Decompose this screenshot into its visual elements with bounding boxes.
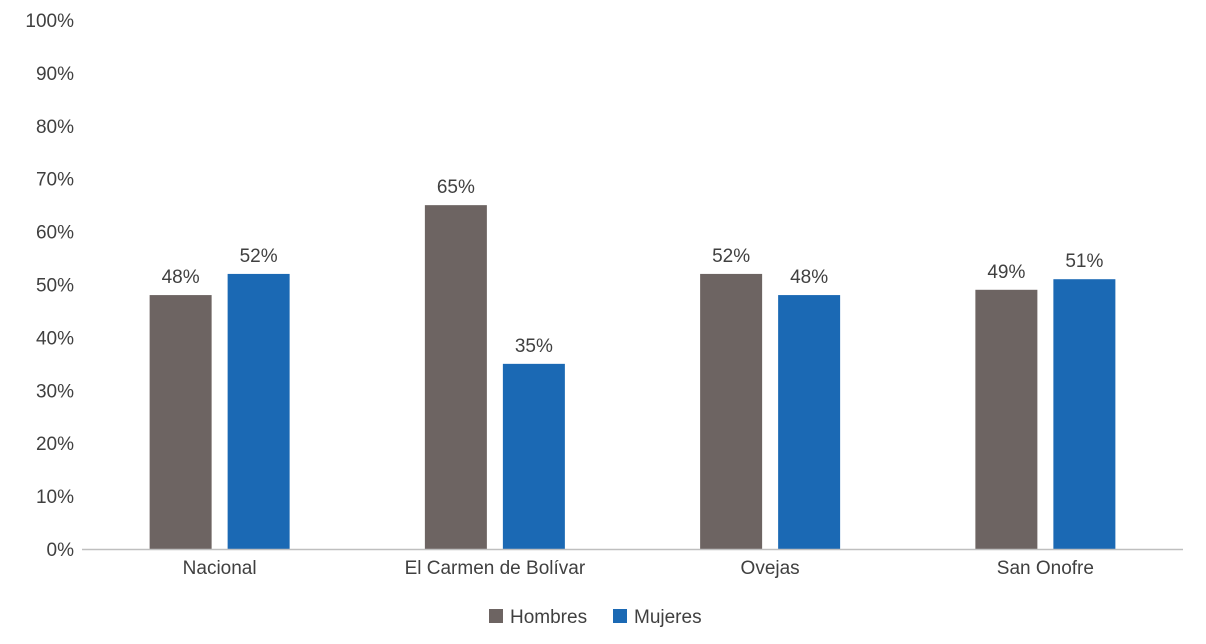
legend-label-hombres: Hombres — [510, 607, 587, 628]
x-category-label: Ovejas — [741, 558, 800, 579]
legend-swatch-mujeres — [613, 609, 627, 623]
y-tick-label: 10% — [36, 487, 74, 508]
data-label-mujeres-1: 35% — [515, 336, 553, 357]
bar-mujeres-1 — [502, 363, 565, 549]
y-tick-label: 0% — [47, 540, 75, 561]
legend-swatch-hombres — [489, 609, 503, 623]
y-tick-label: 100% — [25, 11, 74, 32]
y-tick-label: 60% — [36, 223, 74, 244]
y-tick-label: 90% — [36, 64, 74, 85]
y-tick-label: 50% — [36, 276, 74, 297]
y-tick-label: 70% — [36, 170, 74, 191]
data-label-mujeres-3: 51% — [1065, 251, 1103, 272]
y-tick-label: 40% — [36, 328, 74, 349]
x-axis: Nacional El Carmen de Bolívar Ovejas San On… — [82, 548, 1183, 579]
bar-hombres-1 — [424, 205, 487, 549]
bar-hombres-0 — [149, 295, 212, 549]
data-label-hombres-1: 65% — [437, 177, 475, 198]
legend: Hombres Mujeres — [489, 607, 702, 628]
bar-mujeres-3 — [1053, 279, 1116, 549]
data-label-hombres-0: 48% — [162, 267, 200, 288]
y-tick-label: 20% — [36, 434, 74, 455]
bars — [149, 205, 1116, 549]
data-label-hombres-3: 49% — [987, 262, 1025, 283]
bar-mujeres-0 — [227, 273, 290, 549]
data-label-hombres-2: 52% — [712, 246, 750, 267]
y-tick-label: 30% — [36, 381, 74, 402]
bar-mujeres-2 — [778, 295, 841, 549]
y-tick-label: 80% — [36, 117, 74, 138]
bar-hombres-2 — [700, 273, 763, 549]
bar-hombres-3 — [975, 289, 1038, 549]
x-category-label: El Carmen de Bolívar — [405, 558, 586, 579]
legend-label-mujeres: Mujeres — [634, 607, 702, 628]
x-category-label: San Onofre — [997, 558, 1094, 579]
data-label-mujeres-2: 48% — [790, 267, 828, 288]
x-category-label: Nacional — [183, 558, 257, 579]
data-label-mujeres-0: 52% — [240, 246, 278, 267]
data-labels: 48% 52% 65% 35% 52% 48% 49% 51% — [162, 177, 1104, 357]
y-axis: 0% 10% 20% 30% 40% 50% 60% 70% 80% 90% 100% — [25, 11, 74, 561]
